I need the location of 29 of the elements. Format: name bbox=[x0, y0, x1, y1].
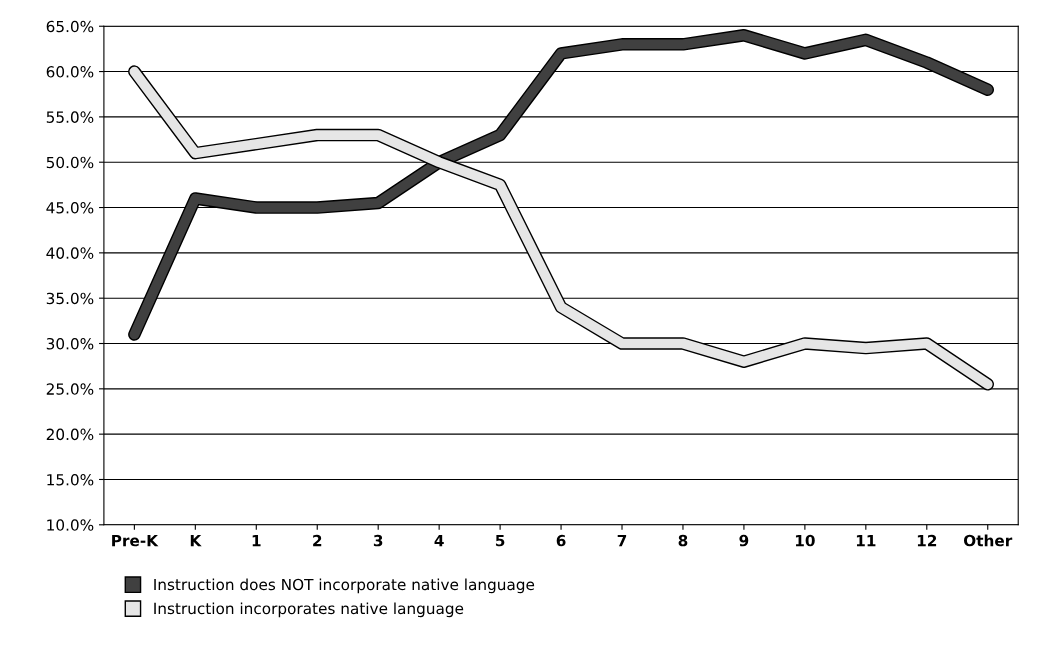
x-tick-label: 2 bbox=[313, 534, 322, 547]
x-tick-label: Other bbox=[963, 534, 1013, 547]
x-tick-label: 10 bbox=[795, 534, 815, 547]
y-tick-label: 45.0% bbox=[46, 202, 94, 214]
y-tick-label: 65.0% bbox=[46, 20, 94, 33]
x-tick-label: 1 bbox=[252, 534, 261, 547]
y-tick-label: 55.0% bbox=[46, 111, 94, 123]
y-tick-label: 60.0% bbox=[46, 66, 94, 78]
y-tick-label: 30.0% bbox=[46, 337, 94, 350]
y-tick-label: 25.0% bbox=[46, 383, 94, 395]
x-tick-label: 8 bbox=[678, 534, 688, 547]
y-tick-label: 35.0% bbox=[46, 292, 94, 305]
x-tick-label: 4 bbox=[434, 534, 444, 547]
x-tick-label: Pre-K bbox=[112, 534, 159, 547]
y-tick-label: 10.0% bbox=[47, 519, 94, 531]
legend-label: Instruction incorporates native language bbox=[154, 602, 464, 618]
x-tick-label: 11 bbox=[856, 534, 876, 547]
y-tick-label: 50.0% bbox=[46, 156, 94, 169]
y-tick-label: 40.0% bbox=[46, 247, 94, 259]
x-tick-label: 7 bbox=[617, 534, 627, 547]
x-tick-label: 6 bbox=[556, 534, 566, 547]
x-tick-label: 3 bbox=[373, 534, 383, 547]
legend-label: Instruction does NOT incorporate native language bbox=[154, 578, 535, 594]
x-tick-label: 5 bbox=[495, 534, 505, 547]
x-tick-label: 12 bbox=[917, 534, 937, 547]
x-tick-label: 9 bbox=[739, 534, 749, 547]
y-tick-label: 15.0% bbox=[47, 473, 94, 486]
y-tick-label: 20.0% bbox=[46, 428, 94, 441]
x-tick-label: K bbox=[190, 534, 202, 547]
